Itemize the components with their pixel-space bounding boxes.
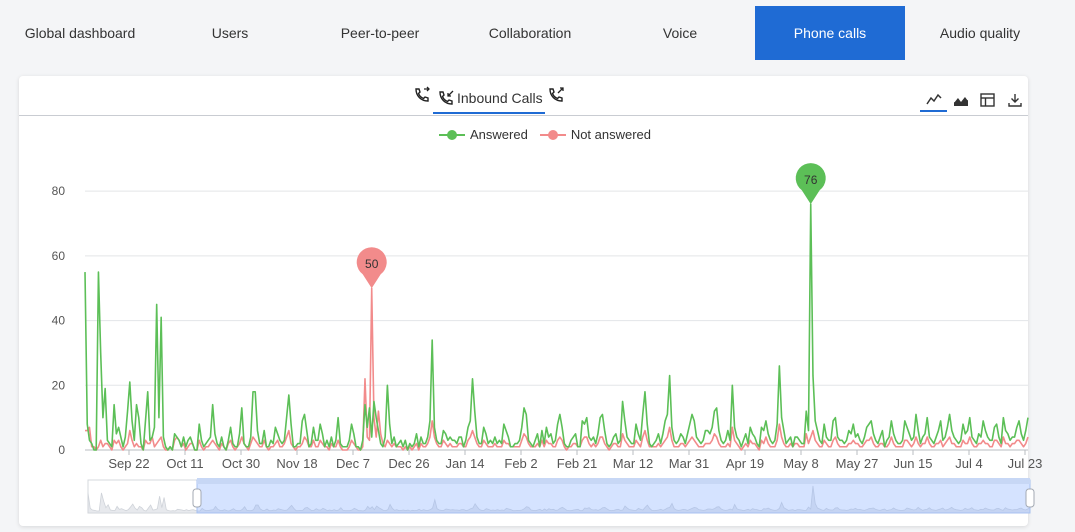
peak-marker: 76 xyxy=(795,163,826,205)
x-tick-label: Dec 26 xyxy=(388,456,429,471)
zoom-selection[interactable] xyxy=(196,479,1031,514)
inbound-call-icon xyxy=(435,87,457,109)
x-tick-label: Apr 19 xyxy=(726,456,764,471)
chart-card: Inbound Calls Answered xyxy=(19,76,1028,526)
card-header: Inbound Calls xyxy=(19,76,1028,116)
x-tick-label: Jan 14 xyxy=(445,456,484,471)
peak-marker: 50 xyxy=(356,247,387,289)
x-tick-label: Feb 21 xyxy=(557,456,597,471)
tab-audio-quality[interactable]: Audio quality xyxy=(939,25,1021,41)
x-tick-label: May 27 xyxy=(836,456,879,471)
x-tick-label: Oct 11 xyxy=(166,456,203,471)
tab-phone-calls[interactable]: Phone calls xyxy=(755,6,905,60)
marker-label: 50 xyxy=(365,257,379,271)
inbound-calls-tab[interactable]: Inbound Calls xyxy=(433,84,545,114)
table-view-icon[interactable] xyxy=(974,88,1001,112)
x-tick-label: Jul 23 xyxy=(1008,456,1043,471)
chart-toolbox xyxy=(920,88,1028,112)
legend-marker-not-answered xyxy=(539,129,566,140)
x-tick-label: Feb 2 xyxy=(504,456,537,471)
call-title-label: Inbound Calls xyxy=(457,90,543,106)
tab-voice[interactable]: Voice xyxy=(662,25,698,41)
marker-pin xyxy=(356,247,387,289)
x-tick-label: Nov 18 xyxy=(276,456,317,471)
line-chart-icon[interactable] xyxy=(920,88,947,112)
marker-pin xyxy=(795,163,826,205)
tab-users[interactable]: Users xyxy=(211,25,249,41)
x-tick-label: Mar 31 xyxy=(669,456,709,471)
tab-collaboration[interactable]: Collaboration xyxy=(488,25,572,41)
legend-label-not-answered: Not answered xyxy=(570,127,652,142)
zoom-handle-right[interactable] xyxy=(1025,488,1035,508)
tab-bar: Global dashboard Users Peer-to-peer Collabo… xyxy=(5,6,1075,60)
download-icon[interactable] xyxy=(1001,88,1028,112)
x-tick-label: Jun 15 xyxy=(893,456,932,471)
area-chart-icon[interactable] xyxy=(947,88,974,112)
legend-label-answered: Answered xyxy=(470,127,528,142)
series-line-answered xyxy=(84,203,1029,451)
legend-item-answered[interactable]: Answered xyxy=(439,127,528,142)
x-tick-label: Sep 22 xyxy=(108,456,149,471)
call-type-switch: Inbound Calls xyxy=(411,84,567,114)
y-tick-label: 80 xyxy=(52,184,66,198)
x-tick-label: Dec 7 xyxy=(336,456,370,471)
zoom-preview xyxy=(87,485,1031,514)
x-tick-label: Mar 12 xyxy=(613,456,653,471)
legend-item-not-answered[interactable]: Not answered xyxy=(539,127,652,142)
chart-legend: Answered Not answered xyxy=(439,127,663,142)
tab-global-dashboard[interactable]: Global dashboard xyxy=(24,25,136,41)
y-tick-label: 60 xyxy=(52,249,66,263)
x-tick-label: Jul 4 xyxy=(955,456,982,471)
series-line-not-answered xyxy=(85,287,1029,451)
zoom-handle-left[interactable] xyxy=(192,488,202,508)
legend-marker-answered xyxy=(439,129,465,140)
marker-label: 76 xyxy=(804,173,818,187)
x-tick-label: May 8 xyxy=(783,456,818,471)
y-tick-label: 0 xyxy=(58,443,65,457)
x-tick-label: Oct 30 xyxy=(222,456,260,471)
outbound-call-icon[interactable] xyxy=(545,84,567,106)
transfer-call-icon[interactable] xyxy=(411,84,433,106)
tab-peer-to-peer[interactable]: Peer-to-peer xyxy=(340,25,420,41)
y-tick-label: 40 xyxy=(52,314,66,328)
zoom-move-bar xyxy=(197,478,1030,484)
y-tick-label: 20 xyxy=(52,378,66,392)
